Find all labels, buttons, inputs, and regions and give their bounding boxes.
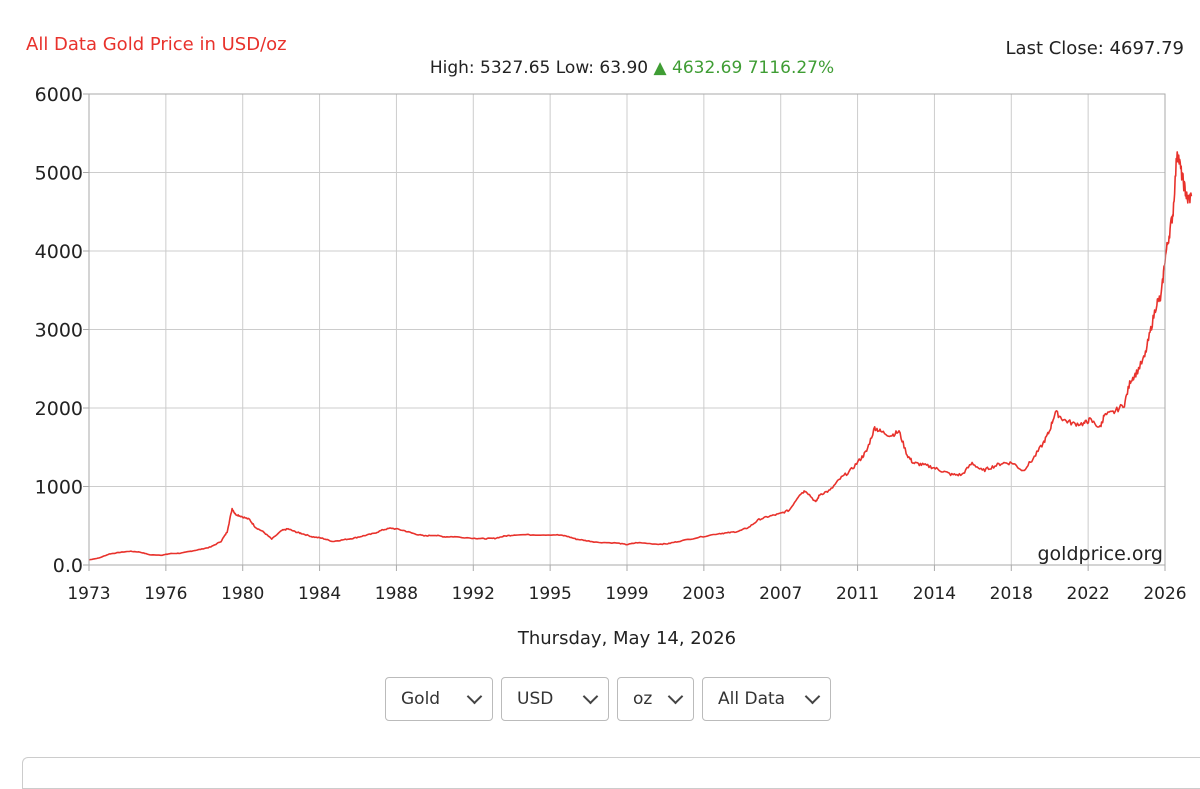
y-tick-label: 6000 [35, 84, 83, 106]
chevron-down-icon [582, 688, 599, 704]
y-axis-ticks: 0.0 1000 2000 3000 4000 5000 6000 [35, 84, 89, 577]
unit-select-value: oz [633, 689, 653, 709]
y-tick-label: 3000 [35, 320, 83, 342]
high-low-text: High: 5327.65 Low: 63.90 [429, 58, 649, 78]
x-tick-label: 2026 [1143, 584, 1186, 604]
range-select-value: All Data [718, 689, 786, 709]
y-tick-label: 0.0 [53, 555, 83, 577]
last-close-value: Last Close: 4697.79 [1005, 38, 1184, 59]
chevron-down-icon [466, 688, 483, 704]
metal-select-value: Gold [401, 689, 441, 709]
watermark-text: goldprice.org [1037, 543, 1163, 565]
x-tick-label: 2014 [913, 584, 956, 604]
y-tick-label: 5000 [35, 163, 83, 185]
chart-grid [88, 93, 1166, 566]
chart-title: All Data Gold Price in USD/oz [26, 34, 287, 55]
currency-select[interactable]: USD [501, 677, 609, 721]
x-tick-label: 1992 [452, 584, 495, 604]
chevron-down-icon [804, 688, 821, 704]
x-tick-label: 1973 [67, 584, 110, 604]
y-tick-label: 1000 [35, 477, 83, 499]
x-tick-label: 1999 [605, 584, 648, 604]
date-label: Thursday, May 14, 2026 [517, 628, 737, 649]
x-tick-label: 2003 [682, 584, 725, 604]
gold-price-line [88, 151, 1193, 561]
x-tick-label: 1995 [529, 584, 572, 604]
x-tick-label: 1976 [144, 584, 187, 604]
y-tick-label: 2000 [35, 398, 83, 420]
price-series [88, 151, 1193, 561]
price-stats: High: 5327.65 Low: 63.90 ▲ 4632.69 7116.… [0, 58, 1200, 78]
change-text: 4632.69 7116.27% [672, 58, 835, 78]
unit-select[interactable]: oz [617, 677, 694, 721]
currency-select-value: USD [517, 689, 554, 709]
bottom-panel [22, 757, 1200, 789]
up-arrow-icon: ▲ [653, 58, 667, 78]
chevron-down-icon [667, 688, 684, 704]
x-tick-label: 2007 [759, 584, 802, 604]
plot-area-border [88, 93, 1166, 566]
x-tick-label: 2011 [836, 584, 879, 604]
x-tick-label: 2018 [990, 584, 1033, 604]
x-axis-ticks: 1973 1976 1980 1984 1988 1992 1995 1999 2003 2007… [67, 565, 1187, 604]
range-select[interactable]: All Data [702, 677, 831, 721]
gold-price-chart: 0.0 1000 2000 3000 4000 5000 6000 1973 1976 1980… [35, 84, 1193, 604]
x-tick-label: 1984 [298, 584, 341, 604]
chart-controls: Gold USD oz All Data [385, 677, 831, 721]
y-tick-label: 4000 [35, 241, 83, 263]
x-tick-label: 2022 [1067, 584, 1110, 604]
x-tick-label: 1980 [221, 584, 264, 604]
metal-select[interactable]: Gold [385, 677, 493, 721]
x-tick-label: 1988 [375, 584, 418, 604]
